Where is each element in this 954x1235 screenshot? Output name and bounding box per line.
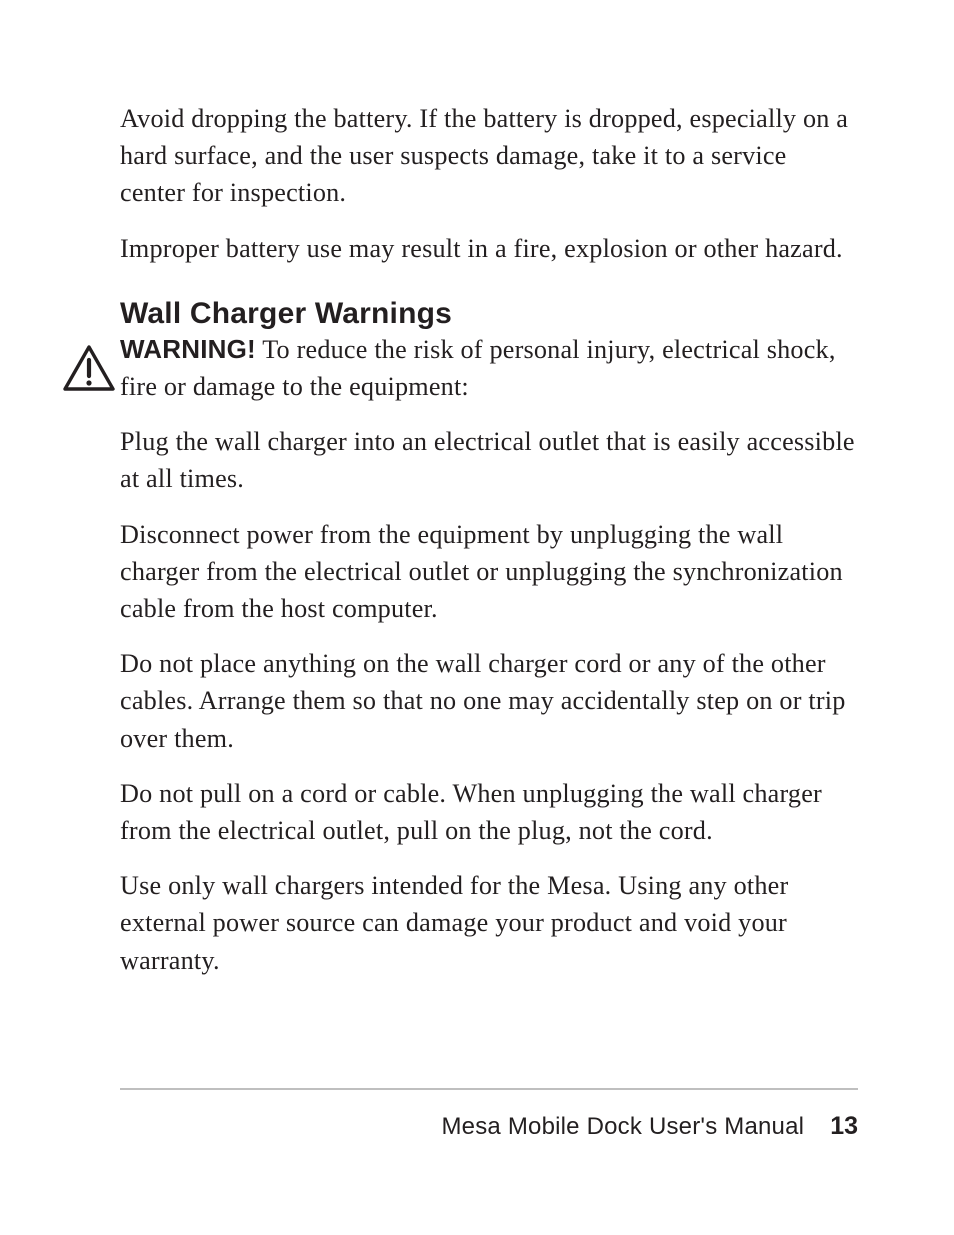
footer-row: Mesa Mobile Dock User's Manual 13: [120, 1112, 858, 1141]
section-heading-wall-charger: Wall Charger Warnings: [120, 297, 856, 331]
paragraph-unplug: Do not pull on a cord or cable. When unp…: [120, 775, 856, 849]
paragraph-cord-placement: Do not place anything on the wall charge…: [120, 645, 856, 757]
warning-triangle-icon: [62, 344, 116, 392]
footer-manual-title: Mesa Mobile Dock User's Manual: [441, 1113, 804, 1141]
paragraph-warning-lead: WARNING! To reduce the risk of personal …: [120, 331, 856, 405]
paragraph-disconnect: Disconnect power from the equipment by u…: [120, 516, 856, 628]
page-footer: Mesa Mobile Dock User's Manual 13: [120, 1088, 858, 1141]
paragraph-battery-drop: Avoid dropping the battery. If the batte…: [120, 100, 856, 212]
content-block: Avoid dropping the battery. If the batte…: [120, 100, 856, 979]
paragraph-improper-use: Improper battery use may result in a fir…: [120, 230, 856, 267]
document-page: Avoid dropping the battery. If the batte…: [0, 0, 954, 1235]
paragraph-plug-access: Plug the wall charger into an electrical…: [120, 423, 856, 497]
paragraph-approved-charger: Use only wall chargers intended for the …: [120, 867, 856, 979]
footer-page-number: 13: [830, 1112, 858, 1141]
footer-divider: [120, 1088, 858, 1090]
warning-label: WARNING!: [120, 334, 256, 364]
